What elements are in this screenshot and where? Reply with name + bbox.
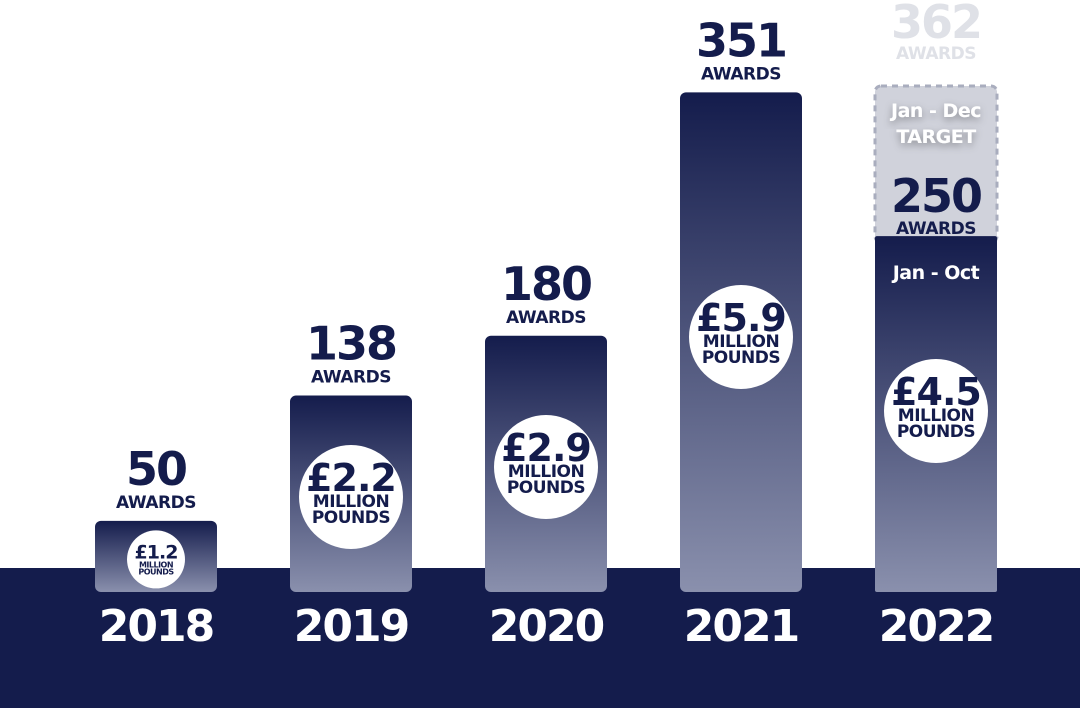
money-circle-2020 bbox=[494, 415, 598, 519]
value-unit-label-2018: AWARDS bbox=[116, 493, 196, 513]
value-label-2021: 351 bbox=[696, 13, 786, 67]
value-unit-label-2020: AWARDS bbox=[506, 308, 586, 328]
value-label-2018: 50 bbox=[126, 442, 186, 496]
money-unit-million-2021: MILLION bbox=[703, 332, 779, 352]
value-label-2020: 180 bbox=[501, 257, 591, 311]
money-unit-pounds-2021: POUNDS bbox=[702, 348, 780, 368]
target-bar-2022 bbox=[873, 84, 999, 244]
money-unit-pounds-2022: POUNDS bbox=[897, 422, 975, 442]
money-unit-pounds-2020: POUNDS bbox=[507, 478, 585, 498]
value-unit-label-2021: AWARDS bbox=[701, 64, 781, 84]
money-unit-million-2020: MILLION bbox=[508, 462, 584, 482]
money-unit-million-2019: MILLION bbox=[313, 492, 389, 512]
money-value-2021: £5.9 bbox=[696, 296, 786, 340]
value-label-2022: 250 bbox=[891, 169, 981, 223]
money-value-2020: £2.9 bbox=[501, 426, 591, 470]
value-unit-label-2022: AWARDS bbox=[896, 219, 976, 239]
year-label-2022: 2022 bbox=[879, 601, 993, 652]
year-label-2021: 2021 bbox=[684, 601, 798, 652]
value-label-2019: 138 bbox=[306, 317, 396, 371]
money-value-2022: £4.5 bbox=[891, 370, 981, 414]
money-circle-2022 bbox=[884, 359, 988, 463]
target-type-label: TARGET bbox=[896, 126, 976, 148]
money-value-2018: £1.2 bbox=[135, 541, 178, 563]
money-circle-2018 bbox=[127, 530, 185, 589]
year-label-2020: 2020 bbox=[489, 601, 604, 652]
money-unit-million-2022: MILLION bbox=[898, 406, 974, 426]
actual-period-label: Jan - Oct bbox=[891, 262, 980, 284]
target-period-label: Jan - Dec bbox=[889, 100, 981, 122]
money-unit-million-2018: MILLION bbox=[139, 560, 173, 569]
money-unit-pounds-2018: POUNDS bbox=[138, 567, 174, 576]
year-label-2018: 2018 bbox=[99, 601, 213, 652]
money-circle-2021 bbox=[689, 285, 793, 389]
money-unit-pounds-2019: POUNDS bbox=[312, 508, 390, 528]
target-unit-label: AWARDS bbox=[896, 44, 976, 64]
target-value-label: 362 bbox=[891, 0, 981, 49]
money-circle-2019 bbox=[299, 445, 403, 549]
year-label-2019: 2019 bbox=[294, 601, 408, 652]
money-value-2019: £2.2 bbox=[306, 456, 396, 500]
value-unit-label-2019: AWARDS bbox=[311, 368, 391, 388]
